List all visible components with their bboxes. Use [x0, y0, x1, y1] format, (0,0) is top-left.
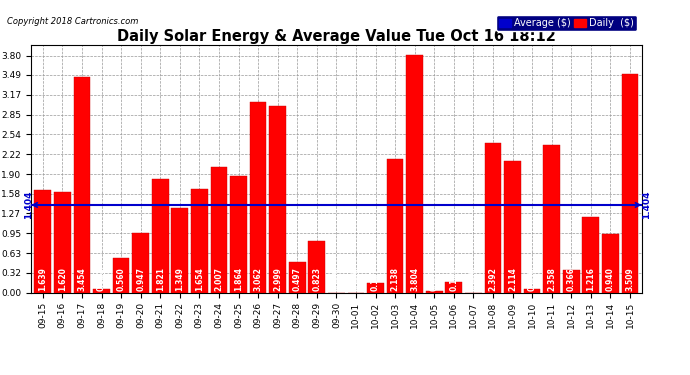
Text: 0.940: 0.940: [606, 267, 615, 291]
Legend: Average ($), Daily  ($): Average ($), Daily ($): [496, 15, 637, 31]
Bar: [132, 234, 149, 292]
Text: 0.050: 0.050: [528, 267, 537, 291]
Text: 0.560: 0.560: [117, 267, 126, 291]
Bar: [582, 217, 599, 292]
Bar: [406, 56, 423, 292]
Bar: [484, 143, 501, 292]
Text: 3.062: 3.062: [254, 267, 263, 291]
Text: 1.864: 1.864: [234, 267, 243, 291]
Text: 3.454: 3.454: [77, 267, 86, 291]
Text: 0.823: 0.823: [313, 267, 322, 291]
Bar: [622, 74, 638, 292]
Text: 0.000: 0.000: [332, 267, 341, 291]
Bar: [269, 105, 286, 292]
Text: 3.509: 3.509: [625, 267, 635, 291]
Text: 1.620: 1.620: [58, 267, 67, 291]
Bar: [172, 209, 188, 292]
Text: 2.138: 2.138: [391, 267, 400, 291]
Title: Daily Solar Energy & Average Value Tue Oct 16 18:12: Daily Solar Energy & Average Value Tue O…: [117, 29, 556, 44]
Text: 2.392: 2.392: [489, 267, 497, 291]
Bar: [563, 270, 580, 292]
Text: 1.349: 1.349: [175, 267, 184, 291]
Text: 1.216: 1.216: [586, 267, 595, 291]
Text: 1.639: 1.639: [38, 267, 48, 291]
Text: 0.175: 0.175: [449, 267, 458, 291]
Bar: [230, 176, 247, 292]
Bar: [250, 102, 266, 292]
Text: 0.497: 0.497: [293, 267, 302, 291]
Text: 0.052: 0.052: [97, 267, 106, 291]
Bar: [112, 258, 130, 292]
Bar: [367, 283, 384, 292]
Text: 1.821: 1.821: [156, 267, 165, 291]
Text: 3.804: 3.804: [410, 267, 419, 291]
Text: 2.999: 2.999: [273, 267, 282, 291]
Text: 0.000: 0.000: [351, 267, 360, 291]
Bar: [308, 241, 325, 292]
Bar: [602, 234, 619, 292]
Bar: [93, 289, 110, 292]
Text: 0.000: 0.000: [469, 267, 478, 291]
Text: 2.114: 2.114: [508, 267, 517, 291]
Bar: [504, 161, 521, 292]
Text: 2.358: 2.358: [547, 267, 556, 291]
Bar: [191, 189, 208, 292]
Text: 1.404: 1.404: [24, 191, 33, 219]
Bar: [74, 77, 90, 292]
Bar: [543, 146, 560, 292]
Bar: [524, 290, 540, 292]
Text: 2.007: 2.007: [215, 267, 224, 291]
Bar: [426, 291, 442, 292]
Bar: [446, 282, 462, 292]
Bar: [54, 192, 70, 292]
Text: 1.654: 1.654: [195, 267, 204, 291]
Text: 0.947: 0.947: [136, 267, 145, 291]
Text: 0.366: 0.366: [566, 267, 575, 291]
Text: 0.031: 0.031: [430, 267, 439, 291]
Bar: [152, 179, 168, 292]
Text: 1.404: 1.404: [642, 191, 651, 219]
Bar: [289, 261, 306, 292]
Bar: [210, 167, 227, 292]
Bar: [387, 159, 404, 292]
Text: Copyright 2018 Cartronics.com: Copyright 2018 Cartronics.com: [7, 17, 138, 26]
Text: 0.157: 0.157: [371, 267, 380, 291]
Bar: [34, 190, 51, 292]
